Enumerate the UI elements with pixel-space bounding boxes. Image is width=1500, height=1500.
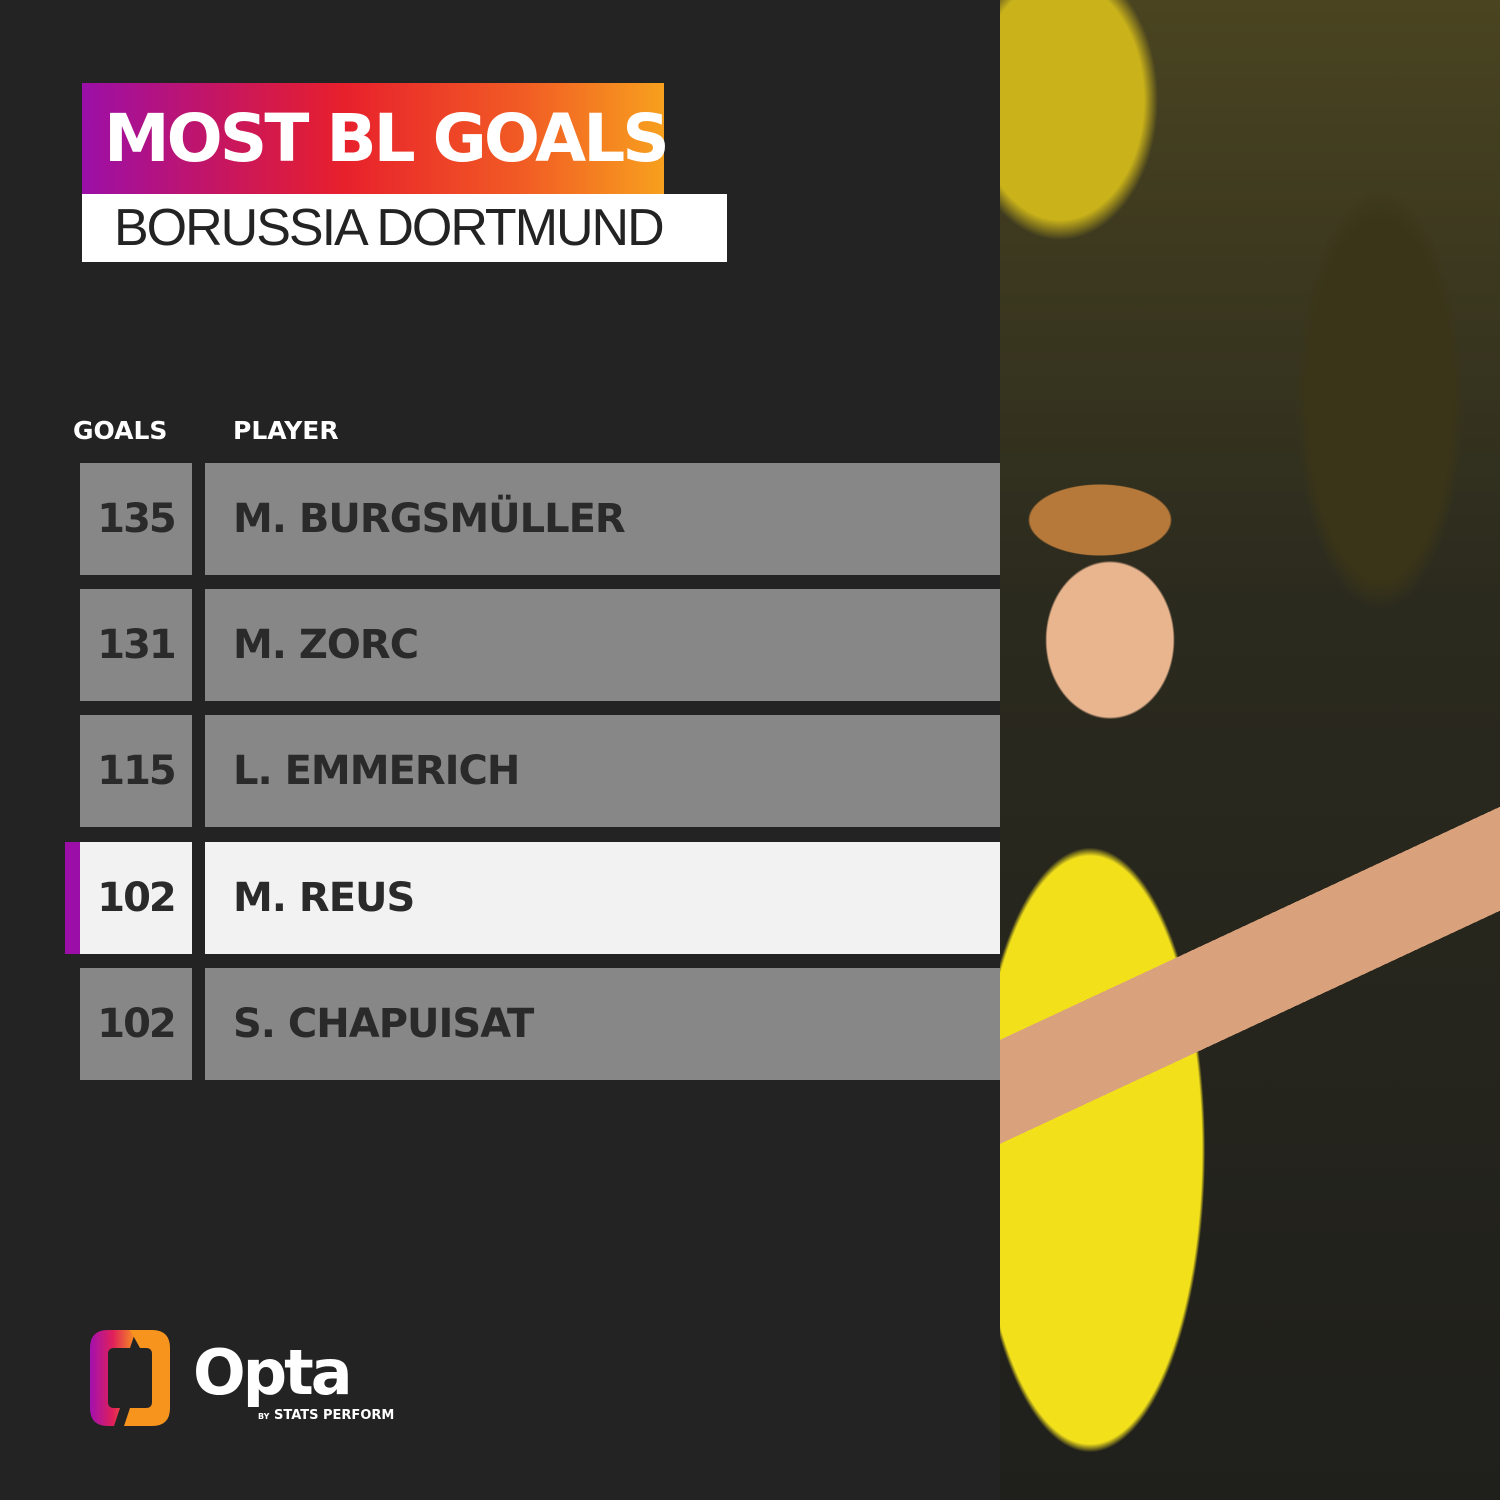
- table-row: 131 M. ZORC: [80, 589, 1000, 701]
- table-row: 115 L. EMMERICH: [80, 715, 1000, 827]
- goals-cell: 115: [80, 715, 192, 827]
- goals-cell: 135: [80, 463, 192, 575]
- table-row: 135 M. BURGSMÜLLER: [80, 463, 1000, 575]
- player-cell: M. REUS: [205, 842, 1000, 954]
- player-cell: M. BURGSMÜLLER: [205, 463, 1000, 575]
- opta-wordmark: Opta: [193, 1336, 353, 1409]
- highlight-marker: [65, 842, 80, 954]
- player-cell: S. CHAPUISAT: [205, 968, 1000, 1080]
- table-row-highlighted: 102 M. REUS: [65, 842, 1000, 954]
- goals-cell: 102: [80, 968, 192, 1080]
- opta-tagline: BY STATS PERFORM: [258, 1408, 394, 1424]
- column-header-player: PLAYER: [233, 416, 339, 445]
- goals-cell: 131: [80, 589, 192, 701]
- title-banner: MOST BL GOALS: [82, 83, 670, 194]
- player-cell: L. EMMERICH: [205, 715, 1000, 827]
- subtitle-banner: BORUSSIA DORTMUND: [82, 194, 727, 262]
- table-row: 102 S. CHAPUISAT: [80, 968, 1000, 1080]
- player-cell: M. ZORC: [205, 589, 1000, 701]
- goals-cell: 102: [80, 842, 192, 954]
- opta-logo-icon: [90, 1330, 170, 1426]
- opta-by: BY: [258, 1412, 270, 1421]
- column-header-goals: GOALS: [73, 416, 168, 445]
- opta-tagline-text: STATS PERFORM: [273, 1408, 395, 1423]
- player-photo: [1000, 0, 1500, 1500]
